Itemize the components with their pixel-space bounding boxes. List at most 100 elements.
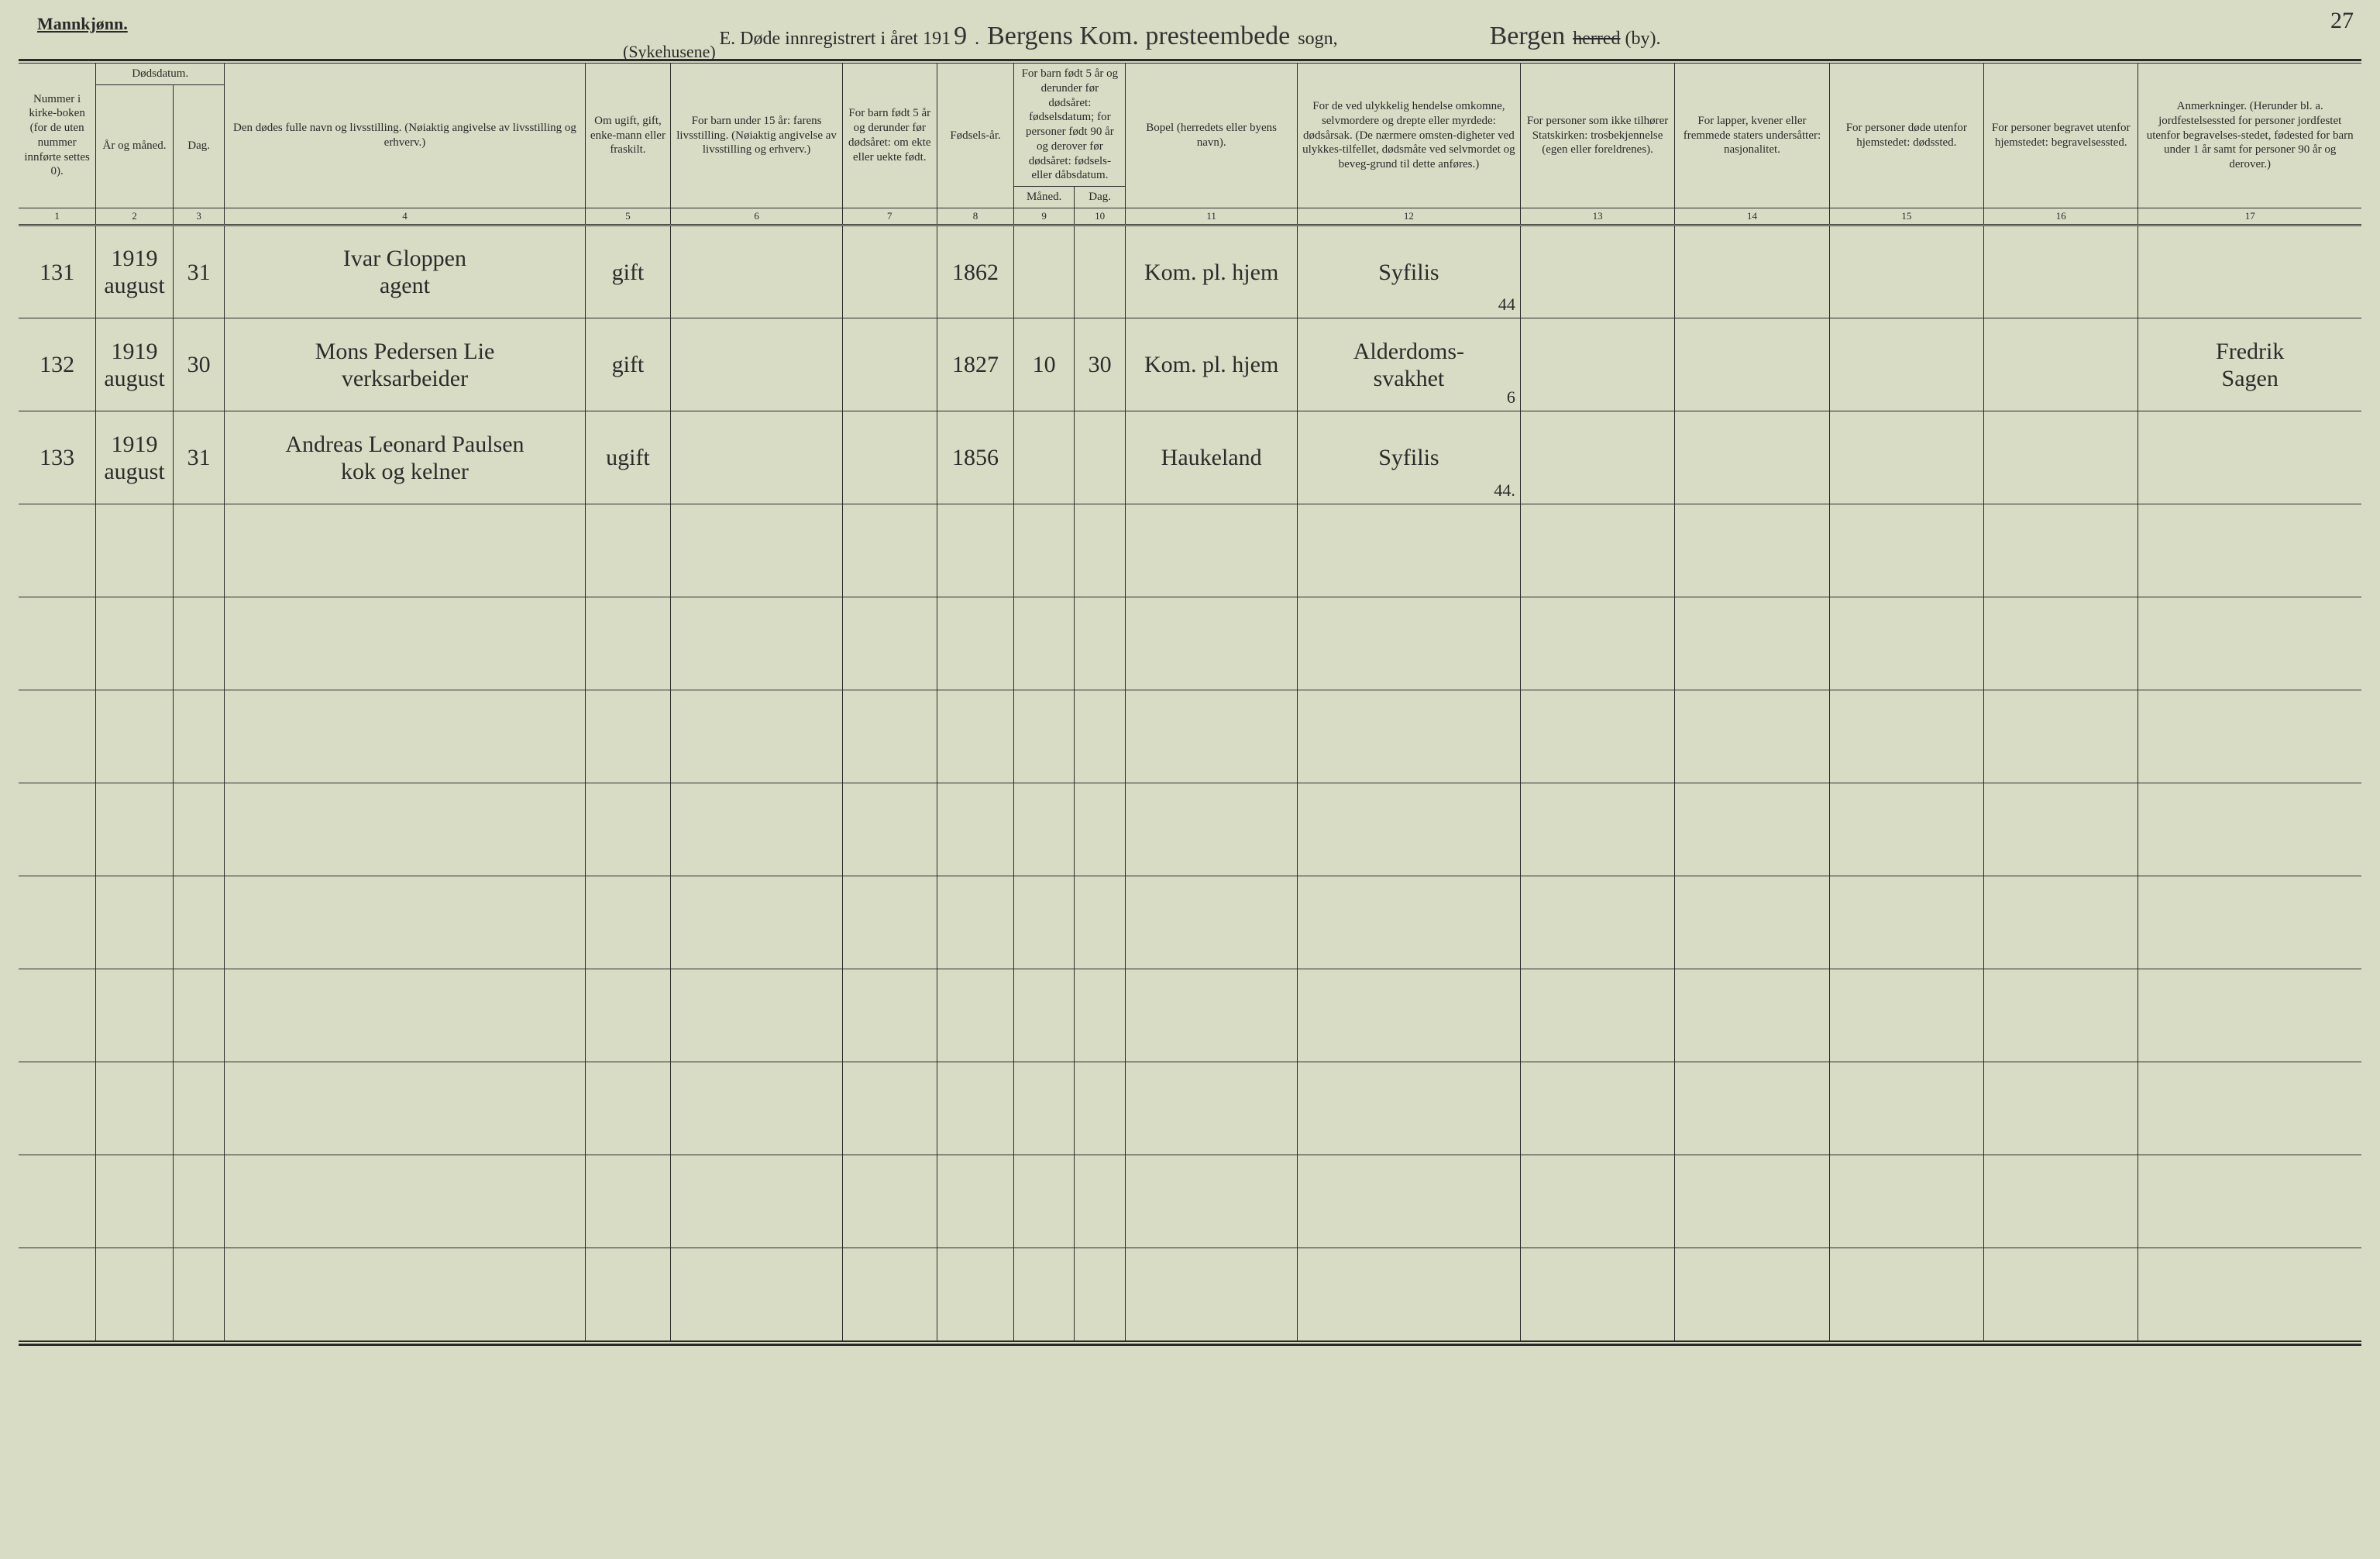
cell-empty	[671, 597, 843, 690]
cell	[1014, 225, 1075, 318]
cell-empty	[1126, 690, 1298, 783]
col-header-3: Dag.	[173, 84, 224, 208]
cell	[1829, 318, 1983, 411]
cell-empty	[1675, 597, 1829, 690]
cell-empty	[1126, 597, 1298, 690]
cell: 132	[19, 318, 96, 411]
cell	[1829, 225, 1983, 318]
cell-empty	[1984, 597, 2138, 690]
cell-empty	[1829, 1248, 1983, 1341]
cell-empty	[842, 1155, 937, 1248]
cell: 31	[173, 411, 224, 504]
cell-empty	[173, 1248, 224, 1341]
cell-empty	[173, 969, 224, 1062]
cell-empty	[2138, 969, 2361, 1062]
cell-empty	[1829, 969, 1983, 1062]
cell	[1984, 318, 2138, 411]
cell-empty	[225, 597, 585, 690]
colnum: 4	[225, 208, 585, 225]
cell: 1827	[937, 318, 1014, 411]
sogn-label: sogn,	[1298, 29, 1337, 49]
cell-empty	[1984, 1155, 2138, 1248]
by-label: (by).	[1625, 29, 1661, 49]
cell-empty	[937, 783, 1014, 876]
cell-empty	[96, 1062, 174, 1155]
cell-empty	[937, 969, 1014, 1062]
cell-empty	[1520, 783, 1674, 876]
cell	[671, 318, 843, 411]
cell: 131	[19, 225, 96, 318]
cell: 1919august	[96, 225, 174, 318]
cell-empty	[1297, 690, 1520, 783]
cell-empty	[671, 504, 843, 597]
cell: 1856	[937, 411, 1014, 504]
cell: Ivar Gloppenagent	[225, 225, 585, 318]
cell-empty	[937, 504, 1014, 597]
cell-empty	[842, 969, 937, 1062]
cell-empty	[1074, 783, 1125, 876]
cell-empty	[1014, 783, 1075, 876]
cell-empty	[19, 1248, 96, 1341]
death-register-table: Nummer i kirke-boken (for de uten nummer…	[19, 64, 2361, 1341]
cell-empty	[1126, 1062, 1298, 1155]
cell	[1520, 318, 1674, 411]
cell-empty	[1984, 1248, 2138, 1341]
colnum: 2	[96, 208, 174, 225]
cell-empty	[1014, 690, 1075, 783]
cell	[842, 225, 937, 318]
cell-empty	[1297, 504, 1520, 597]
cell-empty	[2138, 783, 2361, 876]
cell-empty	[1126, 1155, 1298, 1248]
colnum: 1	[19, 208, 96, 225]
cell-empty	[671, 1062, 843, 1155]
table-row: 1331919august31Andreas Leonard Paulsenko…	[19, 411, 2361, 504]
colnum: 8	[937, 208, 1014, 225]
cell-empty	[19, 969, 96, 1062]
cell: gift	[585, 225, 671, 318]
cell: 1919august	[96, 318, 174, 411]
cell-empty	[1829, 504, 1983, 597]
cell-empty	[585, 504, 671, 597]
cell: Haukeland	[1126, 411, 1298, 504]
colnum: 9	[1014, 208, 1075, 225]
cell: ugift	[585, 411, 671, 504]
cell-empty	[585, 1248, 671, 1341]
colnum: 15	[1829, 208, 1983, 225]
cell-empty	[842, 1248, 937, 1341]
col-header-4: Den dødes fulle navn og livsstilling. (N…	[225, 64, 585, 208]
cell-empty	[19, 783, 96, 876]
cell-empty	[1297, 969, 1520, 1062]
cell-empty	[19, 597, 96, 690]
cell-empty	[1074, 1248, 1125, 1341]
cell-empty	[1126, 1248, 1298, 1341]
table-row: 1321919august30Mons Pedersen Lieverksarb…	[19, 318, 2361, 411]
colnum: 6	[671, 208, 843, 225]
cell-empty	[1829, 1062, 1983, 1155]
cell-empty	[1675, 690, 1829, 783]
cell-empty	[842, 1062, 937, 1155]
cell-empty	[225, 969, 585, 1062]
colnum: 7	[842, 208, 937, 225]
cell	[1520, 225, 1674, 318]
cell-empty	[1984, 1062, 2138, 1155]
cell: 10	[1014, 318, 1075, 411]
cell-empty	[1297, 783, 1520, 876]
title-prefix: E. Døde innregistrert i året 191	[720, 29, 951, 49]
cell-empty	[585, 969, 671, 1062]
cell-empty	[585, 1155, 671, 1248]
title-year-digit: 9	[954, 22, 967, 51]
table-row-empty	[19, 690, 2361, 783]
table-row-empty	[19, 1248, 2361, 1341]
cell-empty	[1829, 783, 1983, 876]
cell-empty	[937, 1155, 1014, 1248]
cell-empty	[585, 783, 671, 876]
cell-empty	[671, 969, 843, 1062]
col-header-1: Nummer i kirke-boken (for de uten nummer…	[19, 64, 96, 208]
cell-empty	[96, 597, 174, 690]
cell-empty	[1014, 1155, 1075, 1248]
cell-empty	[842, 690, 937, 783]
cell: 30	[173, 318, 224, 411]
cell-empty	[1074, 1062, 1125, 1155]
cell-empty	[1520, 876, 1674, 969]
cell-empty	[585, 597, 671, 690]
